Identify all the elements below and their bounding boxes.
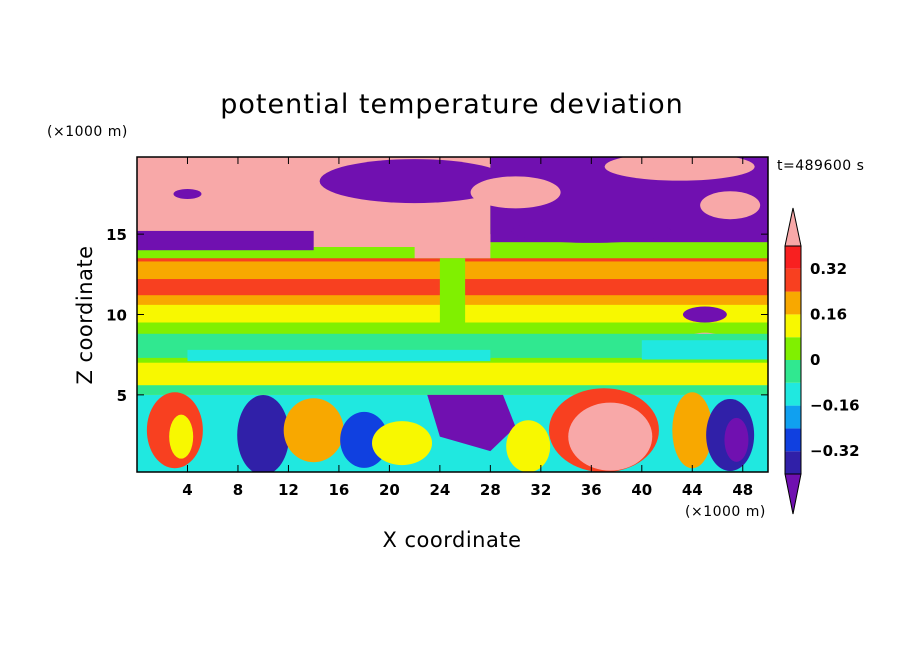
field-feature-5 <box>700 191 761 220</box>
field-feature-9 <box>173 188 202 199</box>
field-feature-8 <box>511 218 672 243</box>
x-tick-label: 24 <box>429 481 450 499</box>
y-axis-title: Z coordinate <box>73 245 97 384</box>
colorbar-tick-label: 0.16 <box>810 305 847 323</box>
x-axis-title: X coordinate <box>382 528 521 552</box>
field-feature-7 <box>414 234 491 259</box>
chart-title: potential temperature deviation <box>220 89 683 120</box>
x-tick-label: 44 <box>682 481 703 499</box>
field-feature-18 <box>641 340 768 360</box>
colorbar-segment <box>785 405 801 429</box>
x-tick-label: 8 <box>233 481 243 499</box>
y-axis: 5 10 15 <box>106 226 768 405</box>
colorbar-segment <box>785 268 801 292</box>
colorbar-segment <box>785 337 801 360</box>
x-tick-label: 40 <box>631 481 652 499</box>
field-feature-6 <box>137 230 314 251</box>
y-unit-label: (×1000 m) <box>47 124 128 140</box>
colorbar-segment <box>785 246 801 269</box>
field-feature-4 <box>470 176 561 209</box>
colorbar-tick-label: 0 <box>810 351 820 369</box>
plot-area <box>137 157 768 472</box>
colorbar: −0.32 −0.16 0 0.16 0.32 <box>784 207 860 515</box>
colorbar-frame <box>784 245 802 475</box>
colorbar-segment <box>785 291 801 315</box>
field-feature-25 <box>283 398 344 463</box>
x-axis: 4 8 12 16 20 24 28 32 36 40 44 48 <box>182 157 753 499</box>
colorbar-segment <box>785 360 801 383</box>
colorbar-extend-min <box>784 473 802 515</box>
x-tick-label: 12 <box>278 481 299 499</box>
x-unit-label: (×1000 m) <box>685 504 766 520</box>
field-feature-31 <box>568 402 653 471</box>
field-feature-23 <box>169 414 194 459</box>
field-feature-2 <box>319 159 510 204</box>
colorbar-tick-label: −0.32 <box>810 442 860 460</box>
colorbar-segment <box>785 314 801 338</box>
x-tick-label: 4 <box>182 481 192 499</box>
colorbar-segment <box>785 428 801 452</box>
x-tick-label: 20 <box>379 481 400 499</box>
field-feature-27 <box>372 421 433 466</box>
field-feature-32 <box>672 392 713 469</box>
field-feature-17 <box>187 349 491 362</box>
y-tick-label: 15 <box>106 226 127 244</box>
x-tick-label: 48 <box>732 481 753 499</box>
colorbar-segment <box>785 382 801 406</box>
field-feature-20 <box>137 385 768 395</box>
field-feature-28 <box>427 394 516 452</box>
field-feature-14 <box>682 306 727 323</box>
x-tick-label: 28 <box>480 481 501 499</box>
x-tick-label: 16 <box>328 481 349 499</box>
y-tick-label: 5 <box>117 387 127 405</box>
colorbar-tick-label: 0.32 <box>810 260 847 278</box>
x-tick-label: 32 <box>530 481 551 499</box>
colorbar-segment <box>785 451 801 474</box>
colorbar-tick-label: −0.16 <box>810 397 860 415</box>
field-feature-29 <box>506 420 551 472</box>
field-feature-24 <box>237 395 290 472</box>
time-label: t=489600 s <box>777 158 864 174</box>
x-tick-label: 36 <box>581 481 602 499</box>
field-feature-34 <box>724 417 749 462</box>
colorbar-extend-max <box>784 207 802 247</box>
y-tick-label: 10 <box>106 307 127 325</box>
